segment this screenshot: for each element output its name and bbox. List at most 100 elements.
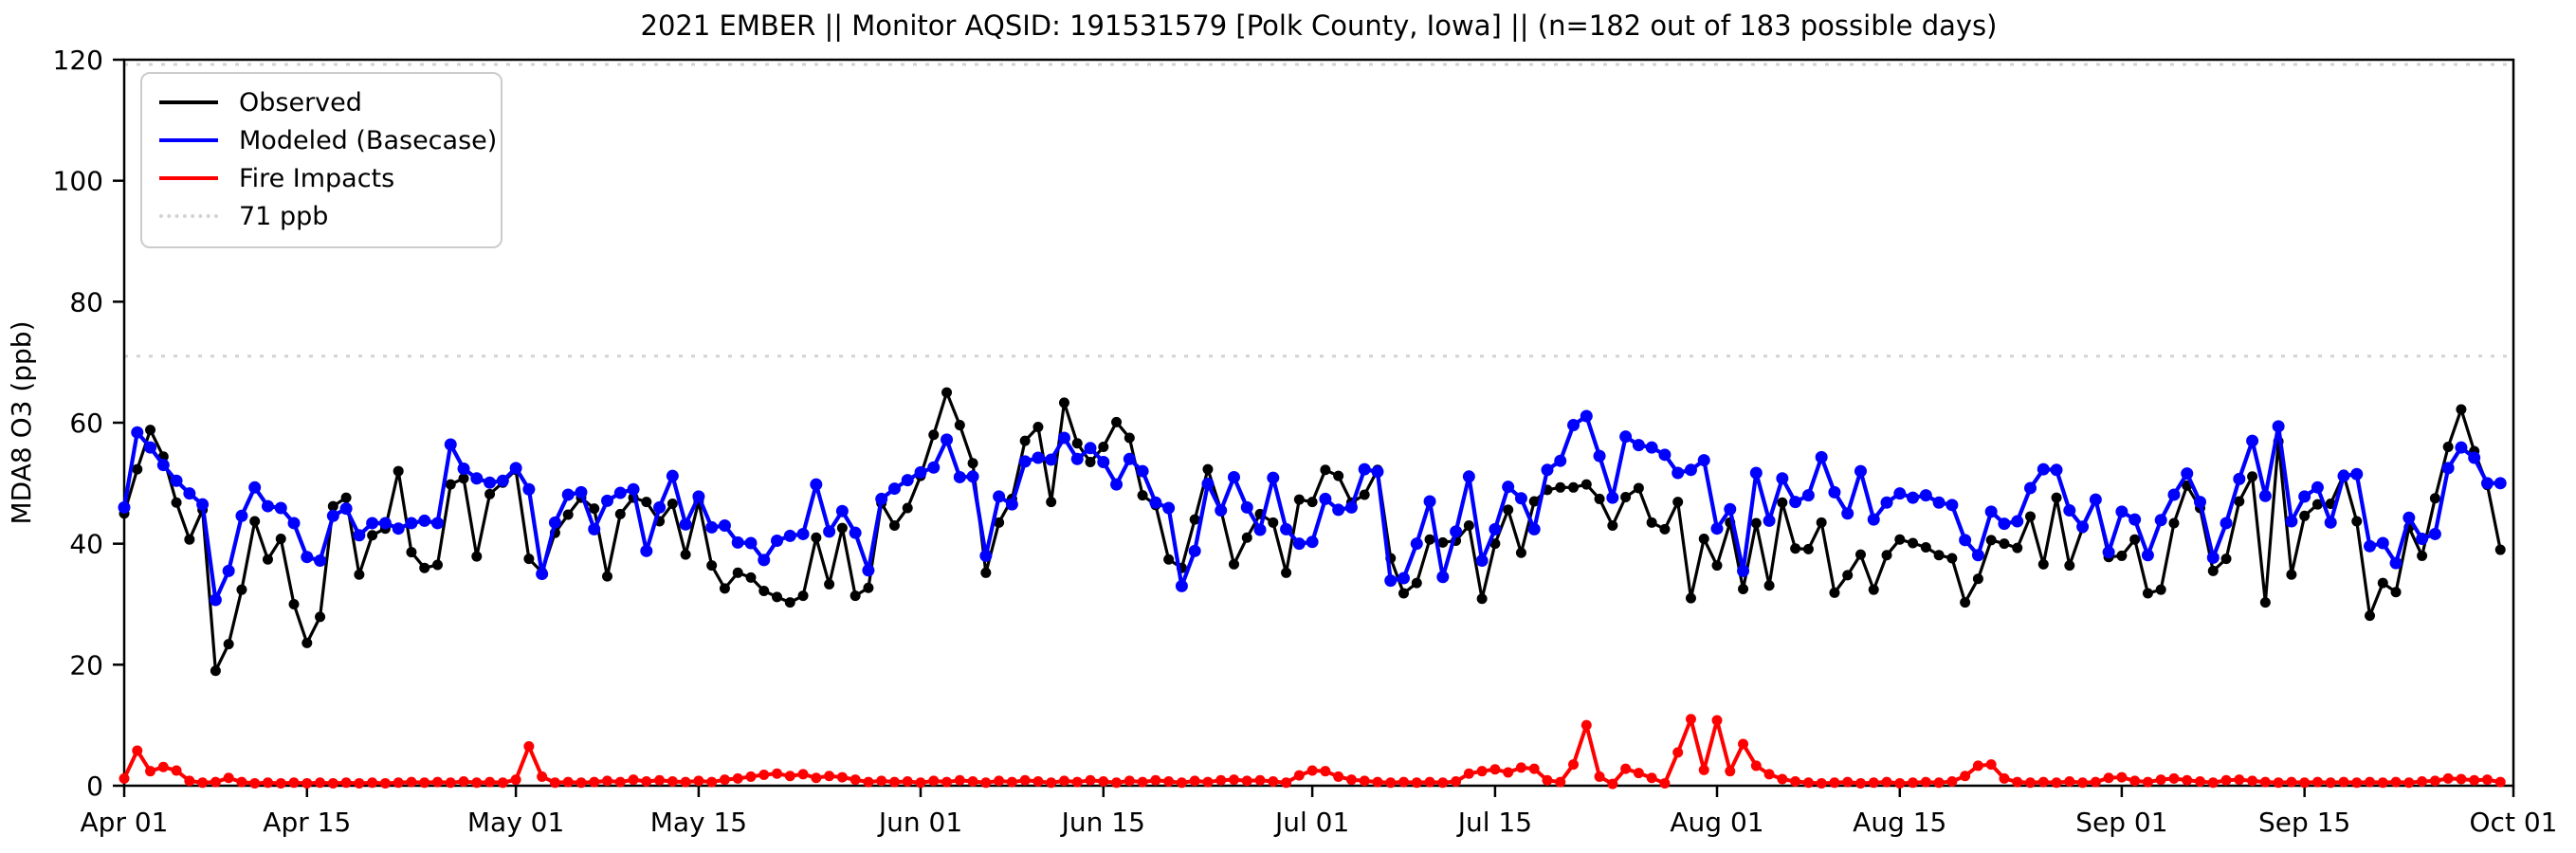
- series-marker-observed: [484, 488, 496, 499]
- series-marker-fire-impacts: [406, 776, 417, 788]
- series-marker-fire-impacts: [1306, 765, 1318, 776]
- series-marker-modeled-basecase-: [2141, 549, 2154, 562]
- series-marker-observed: [1293, 494, 1305, 505]
- series-marker-fire-impacts: [2311, 776, 2323, 788]
- series-marker-modeled-basecase-: [2037, 463, 2050, 476]
- series-marker-modeled-basecase-: [1201, 477, 1215, 490]
- series-marker-modeled-basecase-: [1932, 496, 1946, 509]
- series-marker-fire-impacts: [1659, 777, 1671, 789]
- series-marker-observed: [1202, 463, 1214, 475]
- series-marker-modeled-basecase-: [2102, 546, 2115, 559]
- series-marker-observed: [1137, 490, 1148, 501]
- series-marker-modeled-basecase-: [1946, 499, 1959, 512]
- series-marker-modeled-basecase-: [1567, 419, 1580, 432]
- series-marker-modeled-basecase-: [2154, 514, 2167, 527]
- series-marker-observed: [719, 583, 730, 594]
- series-marker-observed: [1646, 517, 1657, 528]
- series-marker-modeled-basecase-: [875, 492, 888, 505]
- series-marker-modeled-basecase-: [731, 535, 744, 549]
- series-marker-modeled-basecase-: [718, 519, 731, 533]
- series-marker-modeled-basecase-: [823, 525, 836, 538]
- series-marker-fire-impacts: [288, 777, 300, 789]
- series-marker-modeled-basecase-: [835, 504, 849, 517]
- series-marker-observed: [367, 530, 378, 541]
- series-marker-observed: [2024, 511, 2036, 522]
- series-marker-observed: [1842, 570, 1854, 581]
- series-marker-fire-impacts: [915, 777, 926, 789]
- series-marker-modeled-basecase-: [979, 549, 993, 562]
- series-marker-fire-impacts: [184, 775, 195, 787]
- y-tick-label: 60: [69, 408, 103, 439]
- series-marker-observed: [2299, 510, 2311, 521]
- series-marker-modeled-basecase-: [2285, 515, 2298, 528]
- series-marker-fire-impacts: [119, 772, 130, 784]
- series-marker-fire-impacts: [2012, 776, 2023, 788]
- series-marker-fire-impacts: [223, 772, 234, 784]
- series-marker-fire-impacts: [797, 769, 809, 780]
- series-marker-modeled-basecase-: [2376, 536, 2389, 550]
- series-marker-modeled-basecase-: [222, 564, 235, 577]
- series-marker-fire-impacts: [1163, 776, 1175, 788]
- series-marker-observed: [1111, 416, 1123, 427]
- series-marker-fire-impacts: [2155, 774, 2166, 786]
- series-marker-fire-impacts: [719, 774, 730, 786]
- series-marker-fire-impacts: [171, 765, 182, 776]
- series-marker-observed: [836, 522, 848, 534]
- series-marker-fire-impacts: [1790, 776, 1801, 788]
- series-marker-observed: [2390, 587, 2402, 598]
- series-marker-modeled-basecase-: [1907, 491, 1920, 504]
- series-marker-observed: [863, 582, 874, 593]
- series-marker-modeled-basecase-: [1344, 500, 1358, 514]
- series-marker-modeled-basecase-: [261, 499, 274, 513]
- series-marker-fire-impacts: [2024, 777, 2036, 789]
- series-marker-modeled-basecase-: [1136, 464, 1149, 478]
- series-marker-fire-impacts: [1320, 766, 1331, 777]
- series-marker-modeled-basecase-: [1057, 431, 1070, 445]
- series-marker-observed: [2129, 534, 2141, 545]
- series-marker-fire-impacts: [680, 776, 691, 788]
- series-marker-fire-impacts: [315, 777, 326, 789]
- series-marker-observed: [941, 387, 953, 398]
- series-marker-fire-impacts: [1333, 771, 1344, 782]
- series-marker-fire-impacts: [210, 776, 221, 788]
- series-marker-fire-impacts: [2286, 776, 2297, 788]
- series-marker-modeled-basecase-: [1319, 492, 1332, 505]
- series-marker-fire-impacts: [1725, 766, 1736, 777]
- series-marker-modeled-basecase-: [901, 474, 914, 487]
- series-marker-observed: [1098, 442, 1109, 453]
- legend-label-threshold: 71 ppb: [239, 201, 329, 231]
- series-marker-modeled-basecase-: [1749, 466, 1763, 480]
- series-marker-fire-impacts: [2429, 775, 2440, 787]
- x-tick-label: Oct 01: [2470, 807, 2558, 838]
- series-marker-observed: [2365, 610, 2376, 622]
- series-marker-observed: [393, 465, 404, 477]
- series-marker-observed: [1790, 543, 1801, 554]
- series-marker-observed: [145, 425, 156, 436]
- series-marker-fire-impacts: [836, 771, 848, 783]
- series-marker-fire-impacts: [262, 777, 273, 789]
- series-marker-modeled-basecase-: [613, 486, 627, 499]
- modeled-line-swatch: [159, 138, 218, 142]
- series-marker-fire-impacts: [1254, 774, 1266, 786]
- series-marker-fire-impacts: [1711, 715, 1723, 726]
- series-marker-observed: [1046, 497, 1057, 508]
- series-marker-fire-impacts: [1620, 763, 1632, 774]
- series-marker-fire-impacts: [1411, 777, 1422, 789]
- series-marker-observed: [1189, 514, 1200, 525]
- series-marker-modeled-basecase-: [183, 487, 196, 500]
- series-marker-fire-impacts: [354, 777, 365, 789]
- series-marker-modeled-basecase-: [1110, 478, 1124, 491]
- x-tick-label: May 15: [650, 807, 747, 838]
- series-marker-modeled-basecase-: [2206, 551, 2220, 564]
- series-marker-modeled-basecase-: [1240, 500, 1253, 514]
- series-marker-fire-impacts: [2207, 777, 2219, 789]
- series-marker-observed: [1698, 534, 1709, 545]
- series-marker-modeled-basecase-: [1045, 453, 1058, 466]
- series-marker-fire-impacts: [1006, 776, 1017, 788]
- series-marker-modeled-basecase-: [1724, 502, 1737, 516]
- series-marker-observed: [745, 572, 757, 583]
- series-marker-modeled-basecase-: [339, 502, 353, 516]
- series-marker-fire-impacts: [275, 777, 286, 789]
- y-tick-label: 40: [69, 529, 103, 560]
- series-marker-modeled-basecase-: [1514, 492, 1527, 505]
